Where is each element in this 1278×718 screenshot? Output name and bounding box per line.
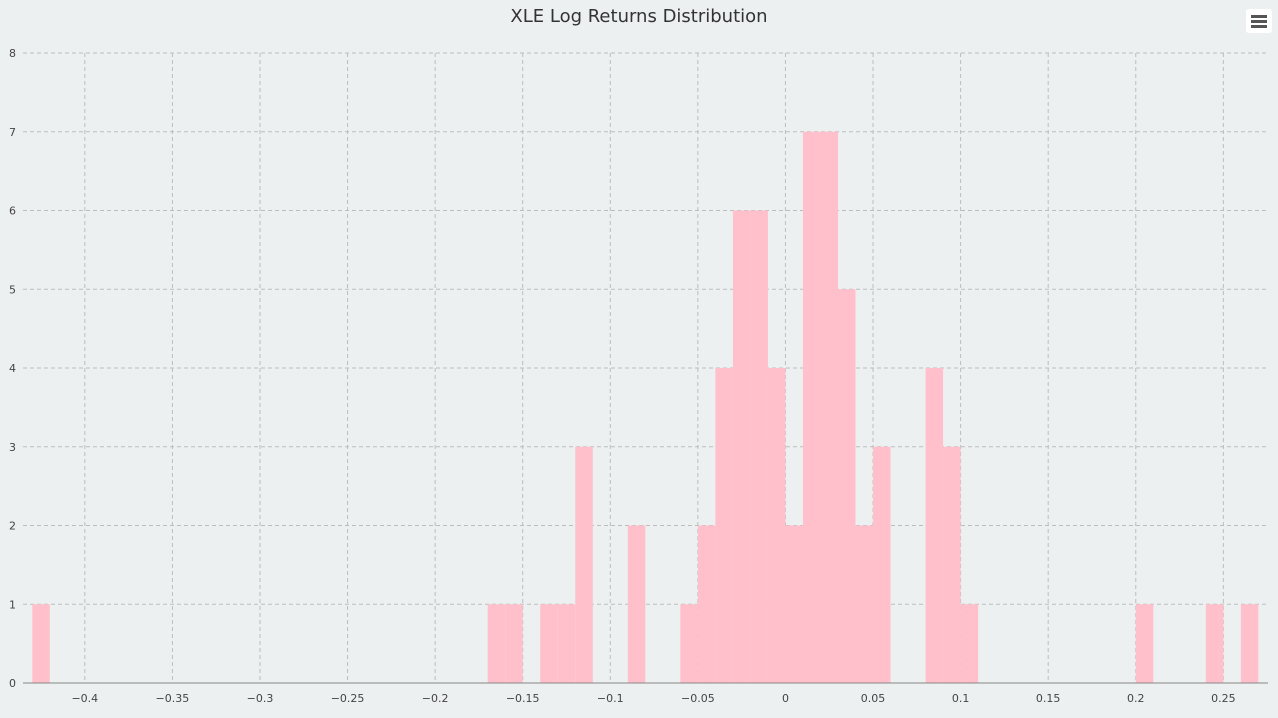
histogram-bar: [32, 604, 50, 683]
x-tick-label: −0.4: [71, 692, 98, 705]
histogram-bar: [575, 446, 593, 683]
x-tick-label: 0.05: [861, 692, 886, 705]
y-tick-label: 1: [9, 598, 16, 611]
histogram-bar: [505, 604, 523, 683]
histogram-bar: [1205, 604, 1224, 683]
y-tick-label: 7: [9, 126, 16, 139]
x-tick-label: −0.1: [597, 692, 624, 705]
y-tick-label: 5: [9, 283, 16, 296]
x-tick-label: −0.3: [247, 692, 274, 705]
histogram-bar: [680, 604, 698, 683]
histogram-bar: [750, 210, 768, 683]
y-tick-label: 3: [9, 441, 16, 454]
y-tick-label: 2: [9, 520, 16, 533]
y-tick-label: 4: [9, 362, 16, 375]
x-tick-label: −0.2: [422, 692, 449, 705]
x-tick-label: 0.15: [1036, 692, 1061, 705]
tick-labels: 0 1 2 3 4 5 6 7 8 −0.4 −0.35 −0.3 −0.25 −0.2 −0.15 −0.1…: [9, 47, 1236, 705]
x-tick-label: 0.25: [1211, 692, 1236, 705]
histogram-bar: [820, 131, 838, 683]
histogram-bar: [873, 446, 891, 683]
x-tick-label: −0.05: [681, 692, 715, 705]
histogram-bar: [943, 446, 961, 683]
histogram-bar: [715, 368, 733, 683]
histogram-bar: [837, 289, 856, 683]
grid-lines: [23, 52, 1268, 683]
histogram-bar: [785, 525, 803, 683]
histogram-bar: [767, 368, 786, 683]
chart-menu-button[interactable]: [1246, 9, 1272, 33]
histogram-bar: [855, 525, 874, 683]
histogram-bar: [732, 210, 751, 683]
chart-title: XLE Log Returns Distribution: [510, 6, 768, 27]
histogram-bars: [32, 131, 1259, 683]
histogram-bar: [557, 604, 576, 683]
y-tick-label: 8: [9, 47, 16, 60]
y-tick-label: 0: [9, 677, 16, 690]
x-tick-label: −0.25: [331, 692, 365, 705]
histogram-bar: [697, 525, 716, 683]
x-tick-label: 0.2: [1127, 692, 1145, 705]
histogram-bar: [1135, 604, 1154, 683]
x-tick-label: 0.1: [952, 692, 970, 705]
x-tick-label: 0: [782, 692, 789, 705]
x-tick-label: −0.35: [156, 692, 190, 705]
histogram-bar: [802, 131, 821, 683]
histogram-bar: [1240, 604, 1259, 683]
y-tick-label: 6: [9, 205, 16, 218]
histogram-bar: [540, 604, 558, 683]
histogram-bar: [487, 604, 506, 683]
histogram-bar: [627, 525, 646, 683]
x-tick-label: −0.15: [506, 692, 540, 705]
histogram-bar: [960, 604, 979, 683]
histogram-bar: [925, 368, 944, 683]
